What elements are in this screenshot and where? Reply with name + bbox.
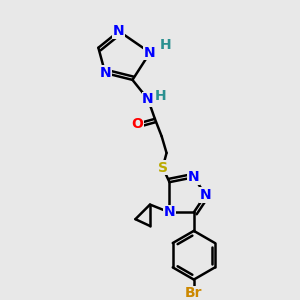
Text: O: O bbox=[131, 117, 143, 131]
Text: N: N bbox=[188, 170, 200, 184]
Text: N: N bbox=[113, 24, 124, 38]
Text: N: N bbox=[142, 92, 154, 106]
Text: H: H bbox=[155, 89, 167, 103]
Text: H: H bbox=[160, 38, 171, 52]
Text: N: N bbox=[99, 66, 111, 80]
Text: N: N bbox=[144, 46, 156, 60]
Text: Br: Br bbox=[185, 286, 202, 300]
Text: S: S bbox=[158, 160, 168, 175]
Text: N: N bbox=[164, 206, 175, 219]
Text: N: N bbox=[200, 188, 211, 202]
